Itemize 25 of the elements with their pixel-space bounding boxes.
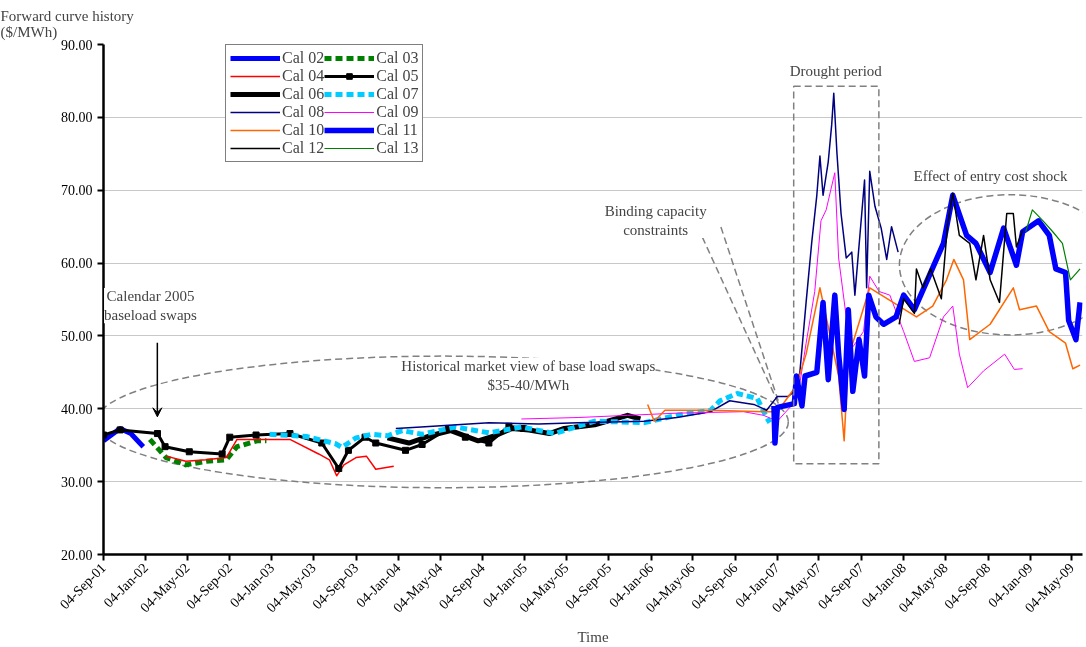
legend-label: Cal 06 (282, 85, 325, 103)
legend-label: Cal 08 (282, 103, 325, 121)
annotation: Effect of entry cost shock (913, 168, 1068, 185)
legend-label: Cal 04 (282, 67, 325, 85)
annotation: Drought period (789, 63, 883, 80)
legend-label: Cal 09 (376, 103, 419, 121)
y-tick-label: 40.00 (61, 401, 93, 417)
legend-label: Cal 02 (282, 49, 325, 67)
annotation: Binding capacity constraints (604, 202, 708, 239)
legend-label: Cal 12 (282, 139, 325, 157)
y-tick-label: 80.00 (61, 110, 93, 126)
y-tick-label: 70.00 (61, 183, 93, 199)
legend-label: Cal 13 (376, 139, 419, 157)
y-tick-label: 50.00 (61, 328, 93, 344)
legend-label: Cal 05 (376, 67, 419, 85)
legend-label: Cal 11 (376, 121, 418, 139)
legend-label: Cal 10 (282, 121, 325, 139)
legend-label: Cal 07 (376, 85, 419, 103)
annotation: Historical market view of base load swaps $35-40/MWh (401, 357, 656, 394)
x-axis-title: Time (577, 628, 609, 645)
legend-label: Cal 03 (376, 49, 419, 67)
y-tick-label: 30.00 (61, 474, 93, 490)
annotation: Calendar 2005 baseload swaps (104, 288, 198, 324)
y-tick-label: 60.00 (61, 256, 93, 272)
y-tick-label: 20.00 (61, 547, 93, 563)
